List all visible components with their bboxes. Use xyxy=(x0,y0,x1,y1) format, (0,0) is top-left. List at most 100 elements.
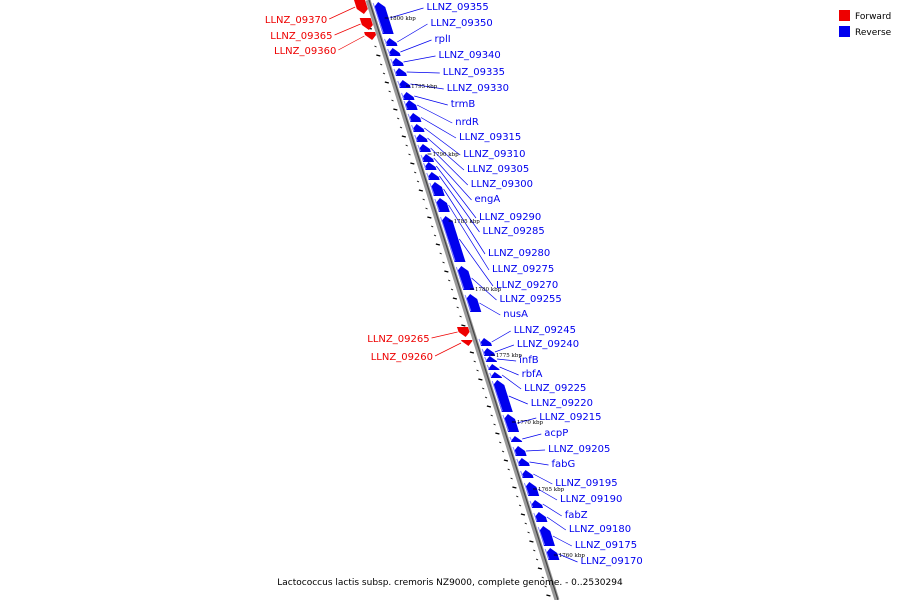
gene-highlight xyxy=(417,144,421,152)
minor-tick xyxy=(396,117,400,120)
gene-highlight xyxy=(516,458,520,466)
reverse-gene-block xyxy=(422,154,435,162)
reverse-callout-line xyxy=(414,95,448,106)
minor-tick xyxy=(410,162,415,165)
reverse-callout-line xyxy=(552,535,573,547)
minor-tick xyxy=(546,594,551,597)
minor-tick xyxy=(501,450,505,453)
gene-highlight xyxy=(520,470,524,478)
reverse-callout-line xyxy=(436,165,477,219)
gene-highlight xyxy=(426,172,430,180)
minor-tick xyxy=(507,468,510,471)
reverse-gene-block xyxy=(388,48,401,56)
reverse-callout-line xyxy=(439,175,480,233)
reverse-gene-block xyxy=(521,470,534,478)
reverse-gene-label: LLNZ_09220 xyxy=(531,398,593,409)
reverse-callout-line xyxy=(533,473,553,485)
minor-tick xyxy=(452,297,458,300)
reverse-gene-label: infB xyxy=(519,355,539,366)
gene-highlight xyxy=(491,380,503,412)
minor-tick xyxy=(461,324,466,327)
reverse-callout-line xyxy=(416,104,453,124)
reverse-gene-label: LLNZ_09305 xyxy=(467,164,529,175)
scale-tick-label: 1780 kbp xyxy=(475,287,502,293)
forward-gene-block xyxy=(461,340,473,346)
forward-callout-line xyxy=(334,23,361,36)
legend-swatch xyxy=(839,26,850,37)
reverse-gene-block xyxy=(493,380,513,412)
minor-tick xyxy=(433,234,437,237)
reverse-gene-label: rplI xyxy=(435,34,451,45)
forward-gene-block xyxy=(457,327,470,337)
reverse-gene-label: LLNZ_09310 xyxy=(463,149,525,160)
reverse-callout-line xyxy=(433,157,472,201)
reverse-gene-block xyxy=(488,364,500,370)
reverse-callout-line xyxy=(427,137,465,171)
forward-callout-line xyxy=(338,35,365,51)
gene-highlight xyxy=(502,414,510,432)
sequence-caption: Lactococcus lactis subsp. cremoris NZ900… xyxy=(277,578,623,588)
minor-tick xyxy=(510,477,513,480)
scale-tick-label: 1795 kbp xyxy=(411,84,438,90)
reverse-gene-label: LLNZ_09285 xyxy=(483,226,545,237)
forward-gene-block xyxy=(364,32,377,40)
reverse-gene-label: LLNZ_09205 xyxy=(548,444,610,455)
reverse-callout-line xyxy=(471,277,497,301)
reverse-callout-line xyxy=(443,188,486,255)
reverse-callout-line xyxy=(501,374,522,390)
minor-tick xyxy=(459,315,462,318)
minor-tick xyxy=(495,432,500,435)
minor-tick xyxy=(439,252,442,255)
reverse-gene-label: LLNZ_09170 xyxy=(581,556,643,567)
reverse-callout-line xyxy=(494,344,515,353)
reverse-gene-label: LLNZ_09270 xyxy=(496,280,558,291)
gene-highlight xyxy=(486,364,490,370)
minor-tick xyxy=(503,459,509,462)
reverse-gene-label: rbfA xyxy=(522,369,543,380)
reverse-gene-label: LLNZ_09335 xyxy=(443,67,505,78)
reverse-gene-block xyxy=(418,144,431,152)
legend-label: Reverse xyxy=(855,28,892,38)
forward-callout-line xyxy=(329,6,356,20)
minor-tick xyxy=(490,414,493,417)
reverse-callout-line xyxy=(424,127,461,156)
reverse-gene-label: nrdR xyxy=(455,117,479,128)
reverse-callout-line xyxy=(491,330,511,343)
minor-tick xyxy=(401,135,407,138)
reverse-gene-label: LLNZ_09330 xyxy=(447,83,509,94)
scale-tick-label: 1800 kbp xyxy=(390,16,417,22)
reverse-gene-block xyxy=(391,58,404,66)
reverse-gene-block xyxy=(517,458,530,466)
gene-highlight xyxy=(509,436,513,442)
reverse-callout-line xyxy=(448,204,490,271)
minor-tick xyxy=(493,423,496,426)
reverse-gene-block xyxy=(441,216,466,262)
reverse-gene-label: fabG xyxy=(552,459,576,470)
minor-tick xyxy=(478,378,483,381)
reverse-gene-block xyxy=(415,134,428,142)
reverse-gene-block xyxy=(480,338,492,346)
minor-tick xyxy=(425,207,428,210)
gene-highlight xyxy=(384,38,388,46)
gene-highlight xyxy=(512,446,517,456)
backbone-shadow xyxy=(365,0,560,600)
reverse-gene-block xyxy=(514,446,527,456)
minor-tick xyxy=(535,558,539,561)
minor-tick xyxy=(382,72,386,75)
reverse-gene-label: acpP xyxy=(544,428,568,439)
reverse-gene-block xyxy=(374,2,394,34)
minor-tick xyxy=(418,189,424,192)
scale-tick-label: 1790 kbp xyxy=(433,152,460,158)
scale-tick-label: 1765 kbp xyxy=(538,487,565,493)
reverse-gene-label: LLNZ_09290 xyxy=(479,212,541,223)
reverse-gene-label: LLNZ_09280 xyxy=(488,248,550,259)
reverse-callout-line xyxy=(400,39,432,53)
reverse-callout-line xyxy=(430,147,468,186)
minor-tick xyxy=(516,495,519,498)
minor-tick xyxy=(512,486,517,489)
reverse-gene-label: engA xyxy=(475,194,501,205)
minor-tick xyxy=(484,396,488,399)
reverse-gene-label: trmB xyxy=(451,99,476,110)
minor-tick xyxy=(450,288,454,291)
